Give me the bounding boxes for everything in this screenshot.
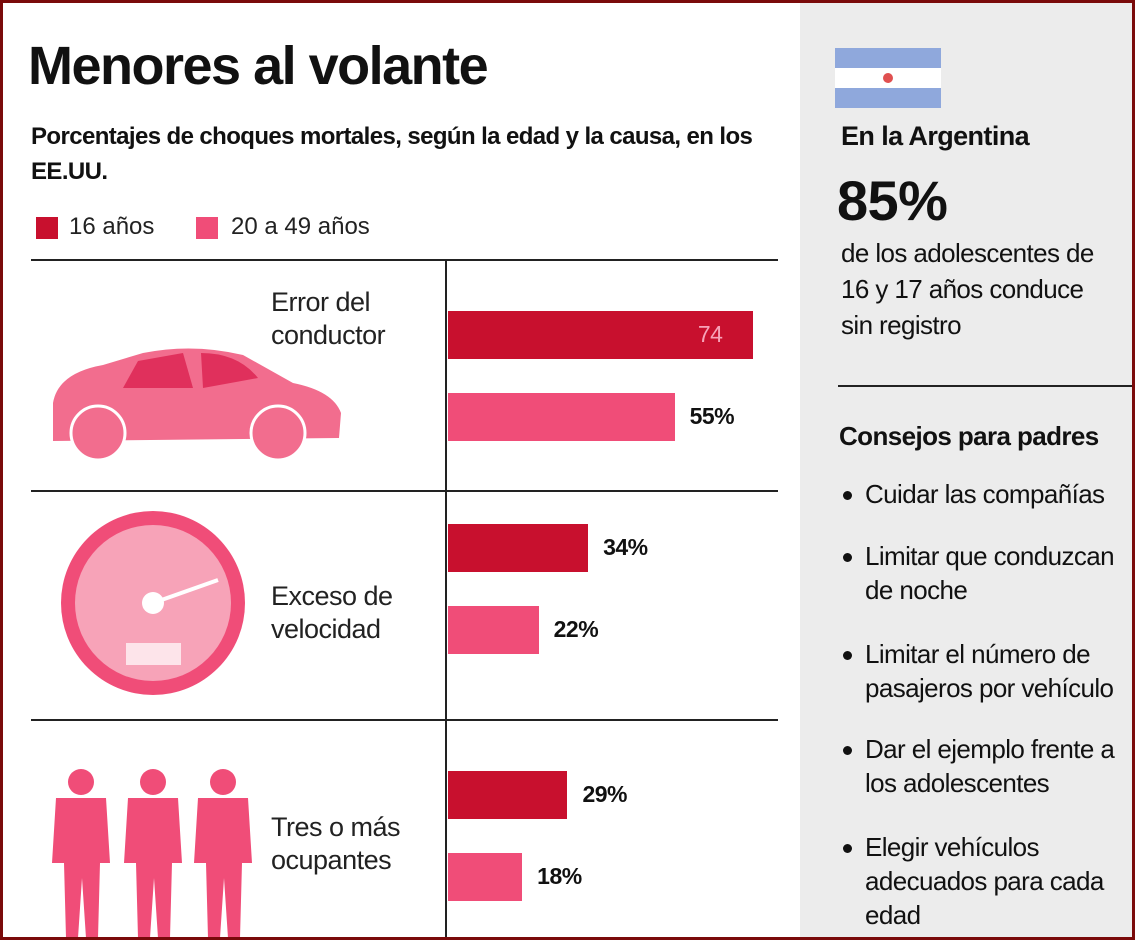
row-rule — [31, 490, 778, 492]
value-label: 29% — [582, 781, 627, 808]
chart-title: Menores al volante — [28, 35, 487, 97]
bar — [448, 524, 588, 572]
tip: Elegir vehículos adecuados para cada eda… — [865, 830, 1130, 932]
row-rule — [31, 259, 778, 261]
sidebar-stat-text: de los adolescentes de 16 y 17 años cond… — [841, 235, 1121, 343]
axis-line — [445, 260, 447, 940]
value-label: 22% — [554, 616, 599, 643]
legend-label: 20 a 49 años — [231, 213, 370, 241]
tip: Dar el ejemplo frente a los adolescentes — [865, 732, 1130, 800]
bar — [448, 771, 567, 819]
category-label: Tres o más ocupantes — [271, 811, 431, 877]
category-label: Exceso de velocidad — [271, 580, 431, 646]
chart-subtitle: Porcentajes de choques mortales, según l… — [31, 119, 801, 189]
bar — [448, 606, 539, 654]
legend-swatch — [36, 217, 58, 239]
category-label: Error del conductor — [271, 286, 431, 352]
legend-swatch — [196, 217, 218, 239]
argentina-flag — [835, 48, 941, 108]
tip: Cuidar las compañías — [865, 477, 1130, 511]
tip-bullet — [843, 553, 852, 562]
sidebar-stat: 85% — [837, 168, 947, 233]
tips-title: Consejos para padres — [839, 421, 1099, 452]
value-label: 55% — [690, 403, 735, 430]
row-rule — [31, 719, 778, 721]
bar — [448, 393, 675, 441]
tip-bullet — [843, 746, 852, 755]
tip-bullet — [843, 491, 852, 500]
value-label: 18% — [537, 863, 582, 890]
bar — [448, 853, 522, 901]
tip-bullet — [843, 651, 852, 660]
value-label: 34% — [603, 534, 648, 561]
speedometer-icon — [58, 508, 248, 698]
value-label: 74 — [698, 321, 723, 348]
infographic: Menores al volante Porcentajes de choque… — [0, 0, 1135, 940]
legend-label: 16 años — [69, 213, 154, 241]
tip-bullet — [843, 844, 852, 853]
tip: Limitar el número de pasajeros por vehíc… — [865, 637, 1130, 705]
people-icon — [48, 768, 258, 938]
sidebar-heading: En la Argentina — [841, 121, 1029, 152]
car-icon — [43, 333, 353, 468]
tip: Limitar que conduzcan de noche — [865, 539, 1130, 607]
sidebar-rule — [838, 385, 1132, 387]
